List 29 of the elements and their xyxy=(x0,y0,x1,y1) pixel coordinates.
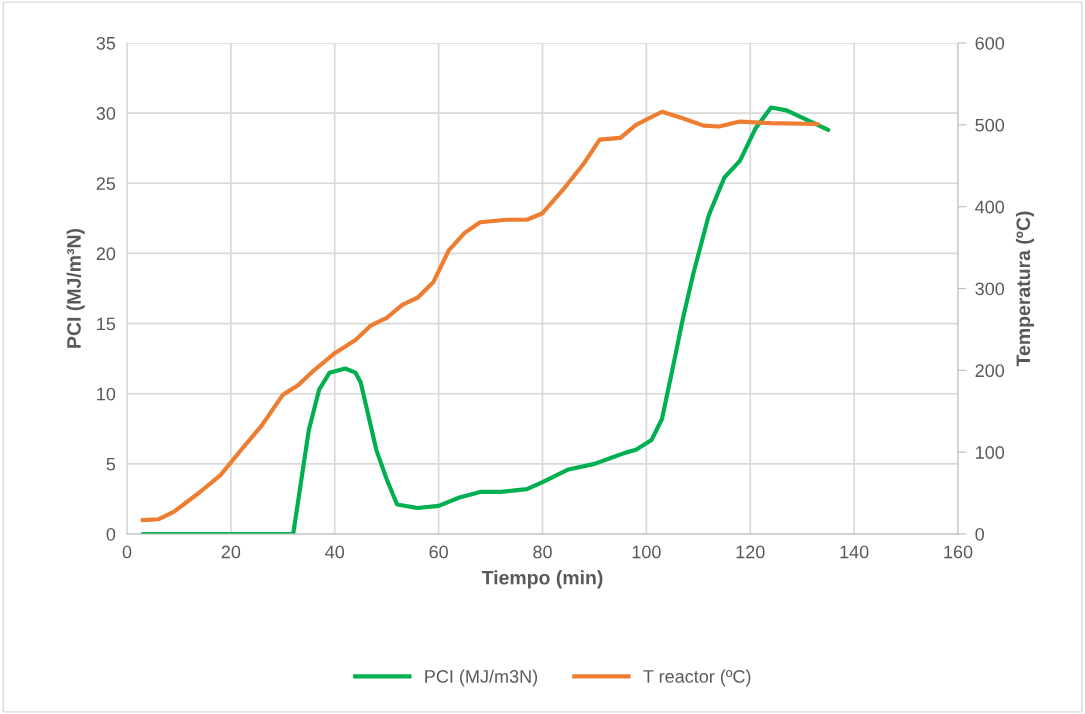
legend-label: PCI (MJ/m3N) xyxy=(425,669,538,687)
y-tick-label: 15 xyxy=(97,317,116,331)
y-tick-label: 20 xyxy=(96,247,116,261)
y2-tick-label: 300 xyxy=(975,282,1005,296)
x-tick-label: 60 xyxy=(429,545,448,559)
y2-tick-label: 500 xyxy=(975,118,1005,132)
y2-tick-label: 400 xyxy=(975,200,1005,214)
y-tick-label: 0 xyxy=(106,527,116,541)
y-axis-title: PCI (MJ/m³N) xyxy=(66,228,85,348)
legend-label: T reactor (ºC) xyxy=(643,669,751,687)
x-tick-label: 80 xyxy=(533,545,552,559)
x-tick-label: 120 xyxy=(736,545,765,559)
x-tick-label: 140 xyxy=(840,545,869,559)
y-tick-label: 25 xyxy=(96,177,116,191)
x-tick-label: 20 xyxy=(221,545,241,559)
x-tick-label: 160 xyxy=(944,545,973,559)
x-tick-label: 100 xyxy=(632,545,661,559)
y-tick-label: 35 xyxy=(96,36,116,50)
y2-tick-label: 200 xyxy=(975,364,1005,378)
x-tick-label: 40 xyxy=(325,545,345,559)
y2-tick-label: 600 xyxy=(975,36,1005,50)
y-tick-label: 5 xyxy=(106,457,116,471)
y2-axis-title: Temperatura (ºC) xyxy=(1015,211,1035,367)
x-axis-title: Tiempo (min) xyxy=(481,570,603,589)
y-tick-label: 10 xyxy=(97,387,116,401)
x-tick-label: 0 xyxy=(122,545,132,559)
y-tick-label: 30 xyxy=(96,107,116,120)
y2-tick-label: 0 xyxy=(975,527,984,541)
y2-tick-label: 100 xyxy=(976,446,1005,459)
